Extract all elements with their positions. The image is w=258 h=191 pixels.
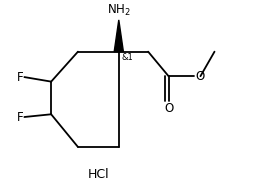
Text: O: O xyxy=(195,70,205,83)
Text: NH$_2$: NH$_2$ xyxy=(107,3,131,19)
Text: O: O xyxy=(164,102,173,115)
Text: F: F xyxy=(17,111,23,124)
Polygon shape xyxy=(114,20,123,52)
Text: F: F xyxy=(17,71,23,84)
Text: HCl: HCl xyxy=(87,168,109,181)
Text: &1: &1 xyxy=(122,53,134,62)
